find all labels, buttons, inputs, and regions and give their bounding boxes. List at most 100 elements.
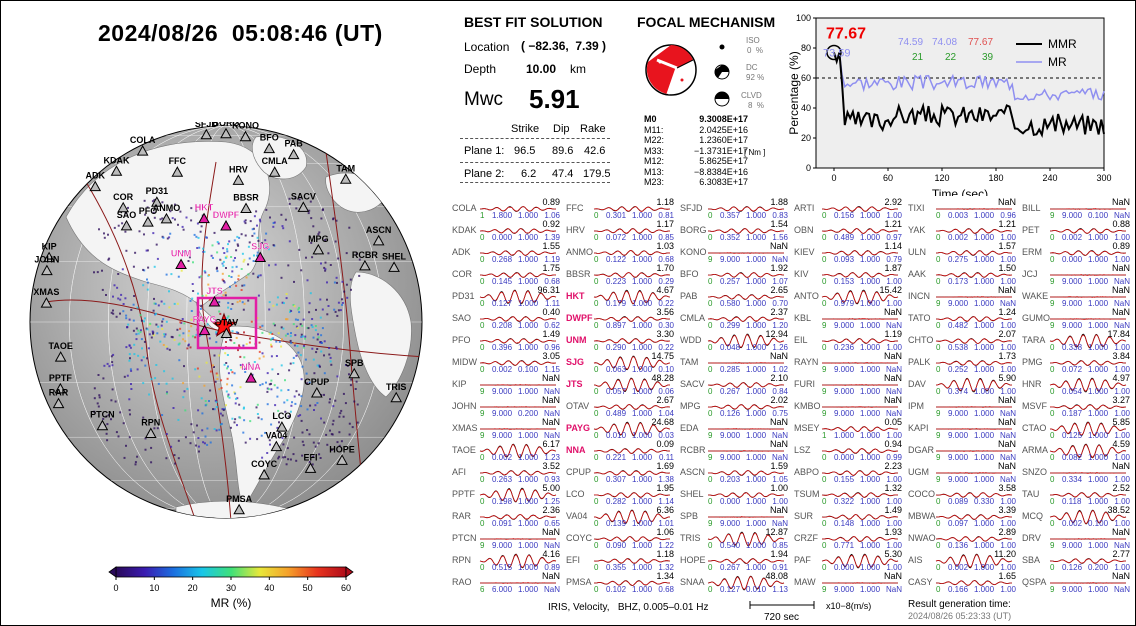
mr-cell	[292, 362, 295, 365]
station-marker	[142, 216, 154, 227]
mr-cell	[225, 404, 227, 407]
mr-cell	[107, 233, 109, 236]
mr-cell	[112, 295, 114, 298]
stat-value-1: 9.000	[1062, 541, 1083, 550]
stat-green: 0	[1050, 563, 1055, 572]
mr-cell	[295, 207, 298, 210]
amplitude-ratio: 48.08	[765, 571, 788, 581]
stat-value-1: 0.198	[492, 497, 513, 506]
mr-cell	[128, 318, 131, 321]
stat-value-1: 9.000	[948, 475, 969, 484]
plane2-dip: 47.4	[552, 168, 574, 180]
stat-value-2: 1.000	[746, 497, 767, 506]
synthetic-waveform	[594, 580, 670, 586]
mr-cell	[319, 316, 322, 319]
mr-cell	[336, 281, 338, 284]
mr-cell	[160, 300, 163, 303]
mr-cell	[126, 374, 129, 377]
mr-cell	[136, 306, 139, 309]
stat-value-3: 1.19	[544, 255, 560, 264]
amplitude-ratio: 0.89	[1112, 241, 1130, 251]
mr-cell	[317, 442, 320, 445]
stat-value-1: 0.267	[720, 387, 741, 396]
stat-value-2: 1.000	[974, 321, 995, 330]
colorbar-max-arrow	[345, 566, 354, 578]
amplitude-ratio: NaN	[998, 461, 1016, 471]
mr-cell	[214, 380, 217, 383]
synthetic-waveform	[479, 488, 557, 502]
mr-cell	[327, 305, 330, 307]
station-label: COYC	[251, 459, 278, 469]
mr-cell	[226, 250, 229, 253]
mr-cell	[230, 276, 233, 278]
amplitude-ratio: 5.30	[884, 549, 902, 559]
mr-cell	[296, 326, 299, 329]
synthetic-waveform	[479, 553, 557, 568]
stat-value-1: 9.000	[948, 431, 969, 440]
mr-cell	[154, 377, 157, 380]
mr-cell	[270, 337, 273, 340]
station-name: COCO	[908, 489, 935, 499]
station-name: PAF	[794, 555, 811, 565]
stat-value-3: 1.00	[1000, 563, 1016, 572]
mr-cell	[139, 331, 142, 334]
mr-cell	[201, 429, 204, 432]
synthetic-waveform	[935, 338, 1013, 344]
stat-value-2: 1.000	[632, 211, 653, 220]
amplitude-ratio: 1.93	[884, 527, 902, 537]
synthetic-waveform	[1049, 250, 1127, 256]
mr-cell	[221, 414, 224, 417]
stat-value-3: NaN	[544, 431, 560, 440]
stat-value-3: 1.00	[1000, 585, 1016, 594]
stat-value-1: 0.002	[492, 365, 513, 374]
stat-value-3: 0.97	[886, 233, 902, 242]
station-name: RCBR	[680, 445, 706, 455]
station-name: AIS	[908, 555, 923, 565]
stat-green: 0	[1050, 365, 1055, 374]
stat-value-3: 1.00	[886, 211, 902, 220]
mr-cell	[161, 201, 164, 204]
generation-time-value: 2024/08/26 05:23:33 (UT)	[908, 611, 1012, 621]
stat-value-3: 1.00	[1000, 233, 1016, 242]
station-label: SAO	[117, 210, 137, 220]
station-marker	[258, 468, 270, 480]
mr-cell	[202, 250, 205, 253]
mr-cell	[266, 372, 269, 375]
amplitude-ratio: 14.75	[651, 351, 674, 361]
stat-green: 0	[1050, 453, 1055, 462]
mr-cell	[217, 242, 220, 245]
stat-green: 0	[936, 365, 941, 374]
mr-cell	[225, 256, 228, 259]
stat-value-2: 1.000	[632, 255, 653, 264]
mr-cell	[155, 323, 158, 326]
mr-cell	[266, 452, 269, 454]
moment-value: 6.3083E+17	[699, 177, 748, 187]
station-label: RAR	[49, 388, 69, 398]
station-label: SHEL	[382, 251, 407, 261]
stat-value-3: NaN	[1114, 321, 1130, 330]
mr-cell	[223, 363, 226, 366]
station-label: JOHN	[34, 255, 59, 265]
mr-cell	[221, 262, 224, 265]
mr-cell	[228, 275, 231, 277]
stat-value-2: 1.000	[1088, 387, 1109, 396]
amplitude-ratio: 4.97	[1112, 373, 1130, 383]
amplitude-ratio: 1.49	[542, 329, 560, 339]
station-label: FFC	[169, 156, 187, 166]
stat-value-3: NaN	[1000, 453, 1016, 462]
mr-cell	[242, 431, 245, 434]
mr-cell	[338, 431, 341, 434]
mr-cell	[256, 438, 259, 441]
moment-row: M33: −1.3731E+17	[644, 146, 748, 157]
mr-cell	[168, 236, 171, 239]
plane1-label: Plane 1:	[464, 145, 505, 157]
station-name: PAB	[680, 291, 697, 301]
mr-cell	[256, 224, 258, 227]
mr-cell	[247, 273, 250, 276]
station-marker	[54, 351, 67, 362]
mr-cell	[119, 411, 122, 414]
stat-value-1: 0.897	[606, 321, 627, 330]
x-tick-label: 60	[883, 173, 893, 183]
mr-cell	[183, 390, 186, 393]
